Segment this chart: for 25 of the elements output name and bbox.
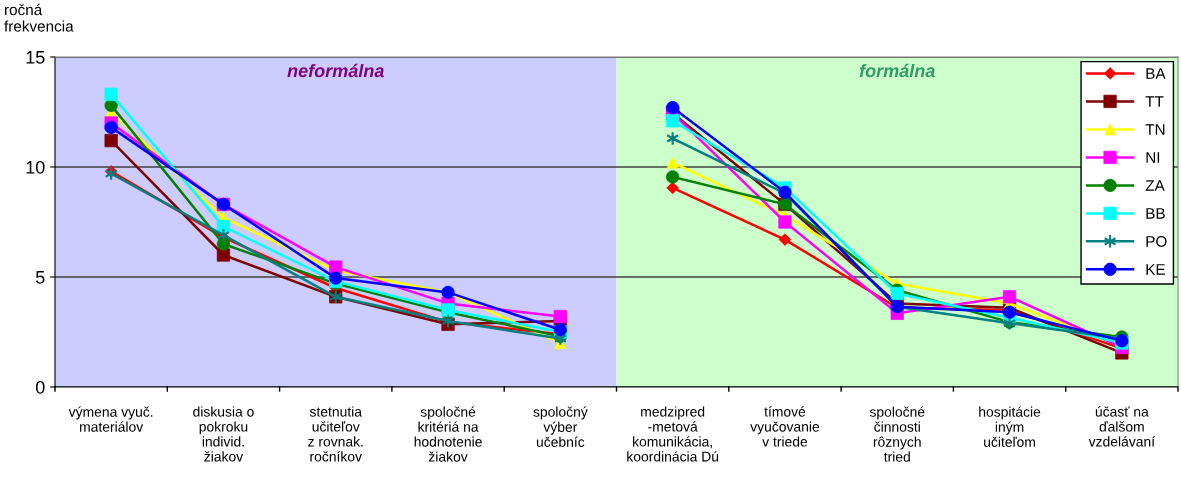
x-tick-label: tímové vyučovanie v triede xyxy=(750,406,820,447)
legend-label: TT xyxy=(1145,96,1164,107)
legend-label: ZA xyxy=(1145,180,1165,191)
x-tick-label: výmena vyuč. materiálov xyxy=(68,406,153,432)
x-tick-label: hospitácie iným učiteľom xyxy=(979,406,1041,447)
x-tick-label: účasť na ďalšom vzdelávaní xyxy=(1088,406,1155,447)
y-tick-label: 10 xyxy=(26,160,45,174)
legend-label: BB xyxy=(1146,208,1165,219)
x-tick-label: diskusia o pokroku individ. žiakov xyxy=(193,406,254,462)
y-tick-label: 0 xyxy=(35,380,45,394)
band-label: neformálna xyxy=(287,63,384,78)
y-axis-title: ročná frekvencia xyxy=(4,3,74,32)
y-tick-label: 15 xyxy=(26,51,45,64)
band-label: formálna xyxy=(859,63,935,78)
x-tick-label: medzipred -metová komunikácia, koordinácia Dú xyxy=(627,406,719,462)
legend-label: BA xyxy=(1146,68,1166,79)
x-tick-label: stetnutia učiteľov z rovnak. ročníkov xyxy=(308,406,363,462)
x-tick-label: spoločný výber učebníc xyxy=(533,406,588,447)
legend-label: KE xyxy=(1146,264,1165,275)
y-tick-label: 5 xyxy=(35,271,45,284)
x-tick-label: spoločné kritériá na hodnotenie žiakov xyxy=(414,406,482,462)
legend-label: TN xyxy=(1145,124,1165,135)
x-tick-label: spoločné činnosti rôznych tried xyxy=(869,406,925,462)
legend-label: NI xyxy=(1146,152,1160,163)
legend-label: PO xyxy=(1146,236,1167,247)
